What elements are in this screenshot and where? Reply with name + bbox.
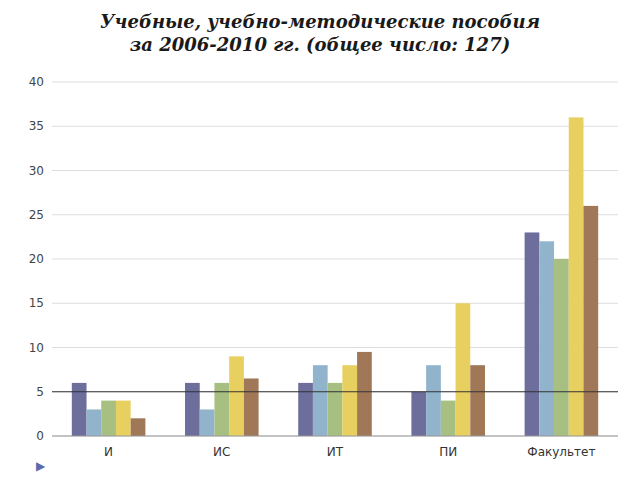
grid-line: [52, 391, 618, 392]
y-tick-label: 10: [29, 341, 44, 355]
bar: [214, 383, 229, 436]
y-tick-label: 5: [36, 385, 44, 399]
bar: [328, 383, 343, 436]
bar: [539, 241, 554, 436]
y-tick-label: 25: [29, 208, 44, 222]
grid-line: [52, 214, 618, 215]
bar: [569, 117, 584, 436]
bar: [470, 365, 485, 436]
x-tick-label: ИТ: [327, 445, 344, 459]
bars: [72, 117, 598, 436]
x-tick-label: И: [104, 445, 113, 459]
bar: [101, 401, 116, 436]
bar: [426, 365, 441, 436]
chart-container: Учебные, учебно-методические пособияза 2…: [0, 0, 640, 480]
x-axis: И ИС ИТ ПИ Факультет: [104, 445, 595, 459]
bar: [72, 383, 87, 436]
bar: [342, 365, 357, 436]
grid-line: [52, 436, 618, 437]
bar: [313, 365, 328, 436]
bar: [456, 303, 471, 436]
y-tick-label: 0: [36, 429, 44, 443]
bar: [244, 378, 259, 436]
bar: [116, 401, 131, 436]
y-tick-label: 40: [29, 75, 44, 89]
x-axis-line: [52, 436, 618, 437]
chart-svg: Учебные, учебно-методические пособияза 2…: [0, 0, 640, 480]
bar: [87, 409, 102, 436]
bar: [554, 259, 569, 436]
bar: [583, 206, 598, 436]
x-tick-label: Факультет: [527, 445, 595, 459]
y-tick-label: 15: [29, 296, 44, 310]
bar: [357, 352, 372, 436]
bar: [185, 383, 200, 436]
grid-line: [52, 82, 618, 83]
grid-line: [52, 170, 618, 171]
x-tick-label: ПИ: [439, 445, 457, 459]
bar: [298, 383, 313, 436]
y-axis: 0 5 10 15 20 25 30 35 40: [29, 75, 618, 443]
y-tick-label: 20: [29, 252, 44, 266]
grid-line: [52, 126, 618, 127]
bar: [525, 232, 540, 436]
bar: [229, 356, 244, 436]
y-tick-label: 35: [29, 119, 44, 133]
x-tick-label: ИС: [213, 445, 230, 459]
background: [0, 0, 640, 480]
annotation: ▶: [36, 459, 46, 473]
bar: [441, 401, 456, 436]
chart-title: Учебные, учебно-методические пособияза 2…: [100, 11, 540, 55]
y-tick-label: 30: [29, 164, 44, 178]
bar: [131, 418, 146, 436]
bar: [200, 409, 215, 436]
bar: [411, 392, 426, 436]
reference-line: [52, 391, 618, 392]
